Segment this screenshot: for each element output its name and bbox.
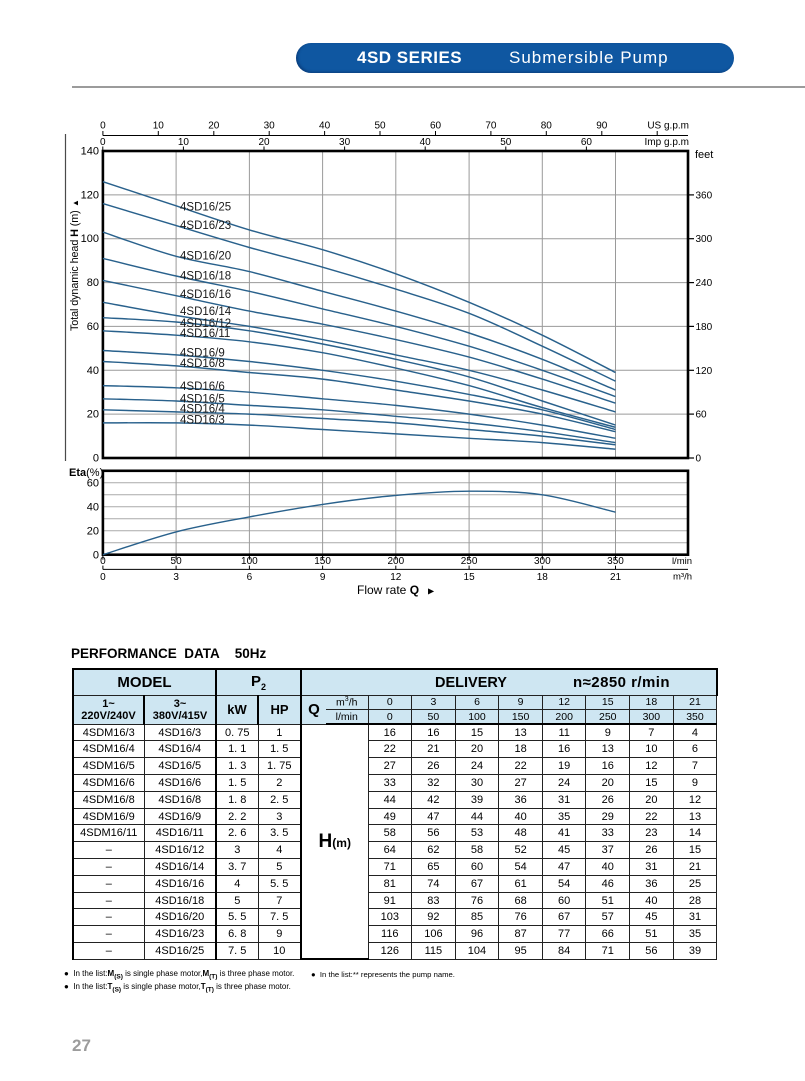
svg-text:50: 50 [374, 121, 386, 132]
svg-text:240: 240 [696, 278, 713, 289]
svg-text:20: 20 [87, 526, 99, 538]
svg-text:▶: ▶ [428, 587, 435, 596]
svg-text:4SD16/12: 4SD16/12 [180, 318, 231, 330]
svg-text:4SD16/3: 4SD16/3 [180, 415, 225, 427]
svg-text:40: 40 [87, 502, 99, 514]
svg-text:0: 0 [100, 121, 106, 132]
svg-text:40: 40 [319, 121, 331, 132]
svg-text:feet: feet [695, 149, 713, 161]
svg-text:0: 0 [93, 550, 99, 562]
svg-text:0: 0 [696, 454, 702, 465]
svg-text:100: 100 [81, 233, 99, 245]
svg-text:21: 21 [610, 572, 622, 583]
svg-text:0: 0 [100, 556, 106, 567]
svg-text:0: 0 [100, 137, 106, 148]
svg-text:l/min: l/min [672, 556, 692, 567]
svg-text:30: 30 [339, 137, 351, 148]
svg-text:4SD16/11: 4SD16/11 [180, 328, 230, 340]
svg-text:180: 180 [696, 322, 713, 333]
svg-text:4SD16/16: 4SD16/16 [180, 289, 231, 301]
svg-text:Flow rate Q: Flow rate Q [357, 583, 419, 597]
svg-text:4SD16/18: 4SD16/18 [180, 271, 231, 283]
svg-text:120: 120 [696, 366, 713, 377]
svg-text:4SD16/6: 4SD16/6 [180, 381, 225, 393]
svg-text:60: 60 [430, 121, 442, 132]
svg-text:4SD16/8: 4SD16/8 [180, 358, 225, 370]
svg-text:15: 15 [464, 572, 476, 583]
svg-text:0: 0 [93, 453, 99, 465]
svg-text:50: 50 [500, 137, 512, 148]
svg-text:120: 120 [81, 189, 99, 201]
svg-text:100: 100 [241, 556, 258, 567]
svg-text:4SD16/9: 4SD16/9 [180, 348, 225, 360]
svg-text:10: 10 [178, 137, 190, 148]
svg-text:20: 20 [208, 121, 220, 132]
svg-text:20: 20 [87, 409, 99, 421]
svg-text:6: 6 [247, 572, 253, 583]
svg-text:m³/h: m³/h [673, 572, 692, 583]
svg-text:60: 60 [696, 410, 708, 421]
svg-text:12: 12 [390, 572, 402, 583]
svg-text:20: 20 [258, 137, 270, 148]
svg-text:350: 350 [607, 556, 624, 567]
svg-text:9: 9 [320, 572, 326, 583]
svg-text:18: 18 [537, 572, 549, 583]
svg-text:40: 40 [87, 365, 99, 377]
svg-text:4SD16/20: 4SD16/20 [180, 251, 231, 263]
svg-text:4SD16/14: 4SD16/14 [180, 306, 232, 318]
svg-text:250: 250 [461, 556, 478, 567]
svg-text:10: 10 [153, 121, 165, 132]
svg-text:200: 200 [387, 556, 404, 567]
svg-text:3: 3 [173, 572, 179, 583]
svg-text:4SD16/25: 4SD16/25 [180, 202, 231, 214]
svg-text:4SD16/23: 4SD16/23 [180, 220, 231, 232]
svg-text:0: 0 [100, 572, 106, 583]
svg-text:4SD16/4: 4SD16/4 [180, 404, 225, 416]
svg-text:30: 30 [264, 121, 276, 132]
svg-text:80: 80 [87, 277, 99, 289]
svg-text:140: 140 [81, 146, 99, 158]
svg-text:50: 50 [171, 556, 183, 567]
svg-text:US g.p.m: US g.p.m [647, 121, 689, 132]
svg-text:60: 60 [87, 321, 99, 333]
svg-text:40: 40 [420, 137, 432, 148]
svg-text:Imp g.p.m: Imp g.p.m [645, 137, 689, 148]
svg-text:Total dynamic head H (m): Total dynamic head H (m) [69, 210, 81, 331]
svg-text:360: 360 [696, 190, 713, 201]
svg-text:▲: ▲ [71, 199, 80, 207]
svg-text:60: 60 [87, 478, 99, 490]
svg-text:Eta(%): Eta(%) [69, 467, 103, 479]
svg-text:60: 60 [581, 137, 593, 148]
svg-text:90: 90 [596, 121, 608, 132]
svg-text:80: 80 [541, 121, 553, 132]
svg-text:4SD16/5: 4SD16/5 [180, 394, 225, 406]
svg-text:70: 70 [485, 121, 497, 132]
svg-text:300: 300 [534, 556, 551, 567]
svg-text:300: 300 [696, 234, 713, 245]
svg-text:150: 150 [314, 556, 331, 567]
